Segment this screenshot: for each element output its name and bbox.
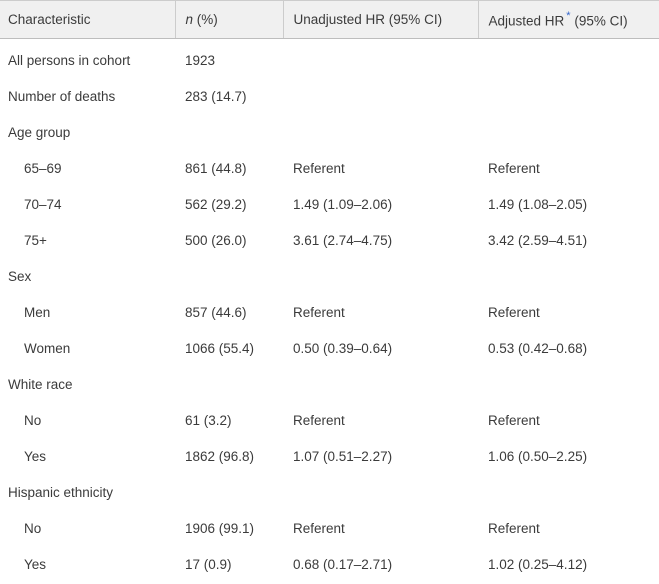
table-row: 75+ 500 (26.0) 3.61 (2.74–4.75) 3.42 (2.… bbox=[0, 223, 659, 259]
row-adjusted-hr bbox=[478, 43, 659, 79]
header-adjusted-hr-ci-label: (95% CI) bbox=[570, 13, 628, 29]
row-label: All persons in cohort bbox=[8, 53, 131, 68]
row-unadjusted-hr bbox=[283, 43, 478, 79]
row-adjusted-hr: 3.42 (2.59–4.51) bbox=[488, 233, 588, 248]
table-row: Number of deaths 283 (14.7) bbox=[0, 79, 659, 115]
table-row: All persons in cohort 1923 bbox=[0, 43, 659, 79]
row-unadjusted-hr bbox=[283, 367, 478, 403]
row-label: Men bbox=[24, 305, 51, 320]
row-adjusted-hr bbox=[478, 115, 659, 151]
row-label: 75+ bbox=[24, 233, 47, 248]
row-label: 70–74 bbox=[24, 197, 62, 212]
header-adjusted-hr: Adjusted HR * (95% CI) bbox=[477, 0, 659, 39]
row-adjusted-hr bbox=[478, 367, 659, 403]
row-adjusted-hr: Referent bbox=[488, 161, 540, 176]
table-row: 70–74 562 (29.2) 1.49 (1.09–2.06) 1.49 (… bbox=[0, 187, 659, 223]
row-adjusted-hr: 1.49 (1.08–2.05) bbox=[488, 197, 588, 212]
row-unadjusted-hr: Referent bbox=[293, 305, 345, 320]
row-unadjusted-hr bbox=[283, 115, 478, 151]
row-unadjusted-hr bbox=[283, 259, 478, 295]
row-unadjusted-hr: Referent bbox=[293, 521, 345, 536]
table-row: Sex bbox=[0, 259, 659, 295]
table-row: Yes 1862 (96.8) 1.07 (0.51–2.27) 1.06 (0… bbox=[0, 439, 659, 475]
table-row: Women 1066 (55.4) 0.50 (0.39–0.64) 0.53 … bbox=[0, 331, 659, 367]
row-adjusted-hr: Referent bbox=[488, 413, 540, 428]
row-n-percent: 1906 (99.1) bbox=[185, 521, 255, 536]
row-n-percent bbox=[175, 259, 283, 295]
row-unadjusted-hr: 0.68 (0.17–2.71) bbox=[293, 557, 393, 572]
row-unadjusted-hr: 1.49 (1.09–2.06) bbox=[293, 197, 393, 212]
row-n-percent: 500 (26.0) bbox=[185, 233, 247, 248]
row-adjusted-hr: 1.06 (0.50–2.25) bbox=[488, 449, 588, 464]
row-adjusted-hr bbox=[478, 79, 659, 115]
table-row: No 1906 (99.1) Referent Referent bbox=[0, 511, 659, 547]
header-characteristic-label: Characteristic bbox=[8, 12, 91, 27]
row-label: Number of deaths bbox=[8, 89, 116, 104]
row-label: Yes bbox=[24, 449, 47, 464]
header-row: Characteristic n (%) Unadjusted HR (95% … bbox=[0, 0, 659, 39]
row-unadjusted-hr: 3.61 (2.74–4.75) bbox=[293, 233, 393, 248]
row-label: No bbox=[24, 413, 42, 428]
row-adjusted-hr: 1.02 (0.25–4.12) bbox=[488, 557, 588, 572]
footnote-asterisk-link[interactable]: * bbox=[566, 9, 571, 22]
row-label: White race bbox=[8, 377, 73, 392]
table-row: Men 857 (44.6) Referent Referent bbox=[0, 295, 659, 331]
header-n-percent-label: (%) bbox=[193, 12, 218, 27]
header-n-percent: n (%) bbox=[174, 0, 283, 39]
table-row: No 61 (3.2) Referent Referent bbox=[0, 403, 659, 439]
row-adjusted-hr bbox=[478, 475, 659, 511]
table-header: Characteristic n (%) Unadjusted HR (95% … bbox=[0, 0, 659, 39]
row-label: No bbox=[24, 521, 42, 536]
row-n-percent bbox=[175, 367, 283, 403]
row-unadjusted-hr: Referent bbox=[293, 161, 345, 176]
row-unadjusted-hr: Referent bbox=[293, 413, 345, 428]
header-unadjusted-hr: Unadjusted HR (95% CI) bbox=[282, 0, 478, 39]
row-unadjusted-hr bbox=[283, 475, 478, 511]
row-n-percent: 283 (14.7) bbox=[185, 89, 247, 104]
row-unadjusted-hr: 0.50 (0.39–0.64) bbox=[293, 341, 393, 356]
row-adjusted-hr: Referent bbox=[488, 305, 540, 320]
table-row: 65–69 861 (44.8) Referent Referent bbox=[0, 151, 659, 187]
row-label: Hispanic ethnicity bbox=[8, 485, 114, 500]
row-n-percent bbox=[175, 115, 283, 151]
row-n-percent: 857 (44.6) bbox=[185, 305, 247, 320]
row-n-percent: 861 (44.8) bbox=[185, 161, 247, 176]
row-n-percent: 562 (29.2) bbox=[185, 197, 247, 212]
header-adjusted-hr-label: Adjusted HR bbox=[488, 13, 565, 29]
row-adjusted-hr: Referent bbox=[488, 521, 540, 536]
row-unadjusted-hr: 1.07 (0.51–2.27) bbox=[293, 449, 393, 464]
table-row: Hispanic ethnicity bbox=[0, 475, 659, 511]
header-characteristic: Characteristic bbox=[0, 0, 175, 39]
row-adjusted-hr bbox=[478, 259, 659, 295]
row-adjusted-hr: 0.53 (0.42–0.68) bbox=[488, 341, 588, 356]
row-unadjusted-hr bbox=[283, 79, 478, 115]
header-n-symbol: n bbox=[185, 12, 194, 27]
row-label: Women bbox=[24, 341, 71, 356]
row-n-percent: 61 (3.2) bbox=[185, 413, 232, 428]
row-n-percent: 1923 bbox=[185, 53, 216, 68]
table-row: White race bbox=[0, 367, 659, 403]
row-label: Sex bbox=[8, 269, 32, 284]
row-n-percent: 1066 (55.4) bbox=[185, 341, 255, 356]
row-label: Age group bbox=[8, 125, 71, 140]
row-n-percent bbox=[175, 475, 283, 511]
header-unadjusted-hr-label: Unadjusted HR (95% CI) bbox=[293, 12, 443, 27]
row-n-percent: 17 (0.9) bbox=[185, 557, 232, 572]
row-label: Yes bbox=[24, 557, 47, 572]
table-row: Age group bbox=[0, 115, 659, 151]
row-label: 65–69 bbox=[24, 161, 62, 176]
table-body: All persons in cohort 1923 Number of dea… bbox=[0, 39, 659, 583]
table-row: Yes 17 (0.9) 0.68 (0.17–2.71) 1.02 (0.25… bbox=[0, 547, 659, 583]
row-n-percent: 1862 (96.8) bbox=[185, 449, 255, 464]
